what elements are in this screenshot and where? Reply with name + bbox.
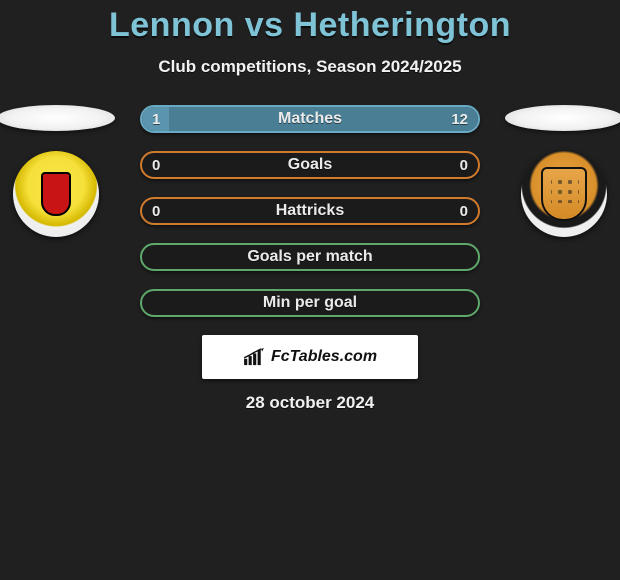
stat-bar-value-right	[458, 245, 478, 269]
stat-bar-label: Goals	[142, 153, 478, 177]
stat-bar: Goals per match	[140, 243, 480, 271]
stat-bar: 112Matches	[140, 105, 480, 133]
stat-bar: Min per goal	[140, 289, 480, 317]
comparison-body: 112Matches00Goals00HattricksGoals per ma…	[0, 105, 620, 413]
date-text: 28 october 2024	[0, 393, 620, 413]
brand-text: FcTables.com	[271, 348, 377, 366]
badge-icon	[541, 167, 587, 221]
player-left-column	[0, 105, 116, 237]
stat-bar-fill-left	[142, 107, 169, 131]
stat-bar-value-left: 0	[142, 153, 170, 177]
subtitle: Club competitions, Season 2024/2025	[0, 57, 620, 77]
stat-bar: 0 0Goals	[140, 151, 480, 179]
player-left-photo-placeholder	[0, 105, 115, 131]
stat-bar-fill-right	[169, 107, 478, 131]
shield-icon	[41, 172, 71, 216]
player-right-column	[504, 105, 620, 237]
stat-bar-value-left: 0	[142, 199, 170, 223]
stat-bar-label: Goals per match	[142, 245, 478, 269]
player-right-photo-placeholder	[505, 105, 620, 131]
club-crest-left	[13, 151, 99, 237]
stat-bar-value-right: 0	[450, 153, 478, 177]
stat-bars: 112Matches00Goals00HattricksGoals per ma…	[140, 105, 480, 317]
club-crest-right	[521, 151, 607, 237]
stat-bar: 0 0Hattricks	[140, 197, 480, 225]
stat-bar-value-left	[142, 245, 162, 269]
stat-bar-value-left	[142, 291, 162, 315]
brand-box[interactable]: FcTables.com	[202, 335, 418, 379]
stat-bar-label: Hattricks	[142, 199, 478, 223]
stat-bar-label: Min per goal	[142, 291, 478, 315]
stat-bar-value-right	[458, 291, 478, 315]
comparison-card: Lennon vs Hetherington Club competitions…	[0, 0, 620, 413]
page-title: Lennon vs Hetherington	[0, 6, 620, 45]
stat-bar-value-right: 0	[450, 199, 478, 223]
bars-growth-icon	[243, 348, 265, 366]
